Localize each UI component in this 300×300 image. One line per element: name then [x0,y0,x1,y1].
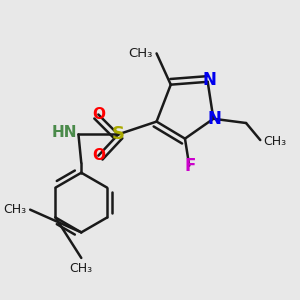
Text: O: O [92,148,105,163]
Text: CH₃: CH₃ [128,47,152,60]
Text: N: N [202,71,216,89]
Text: CH₃: CH₃ [70,262,93,275]
Text: CH₃: CH₃ [263,135,286,148]
Text: CH₃: CH₃ [3,203,26,216]
Text: O: O [92,107,105,122]
Text: S: S [112,125,125,143]
Text: F: F [185,157,196,175]
Text: HN: HN [52,125,77,140]
Text: N: N [208,110,222,128]
